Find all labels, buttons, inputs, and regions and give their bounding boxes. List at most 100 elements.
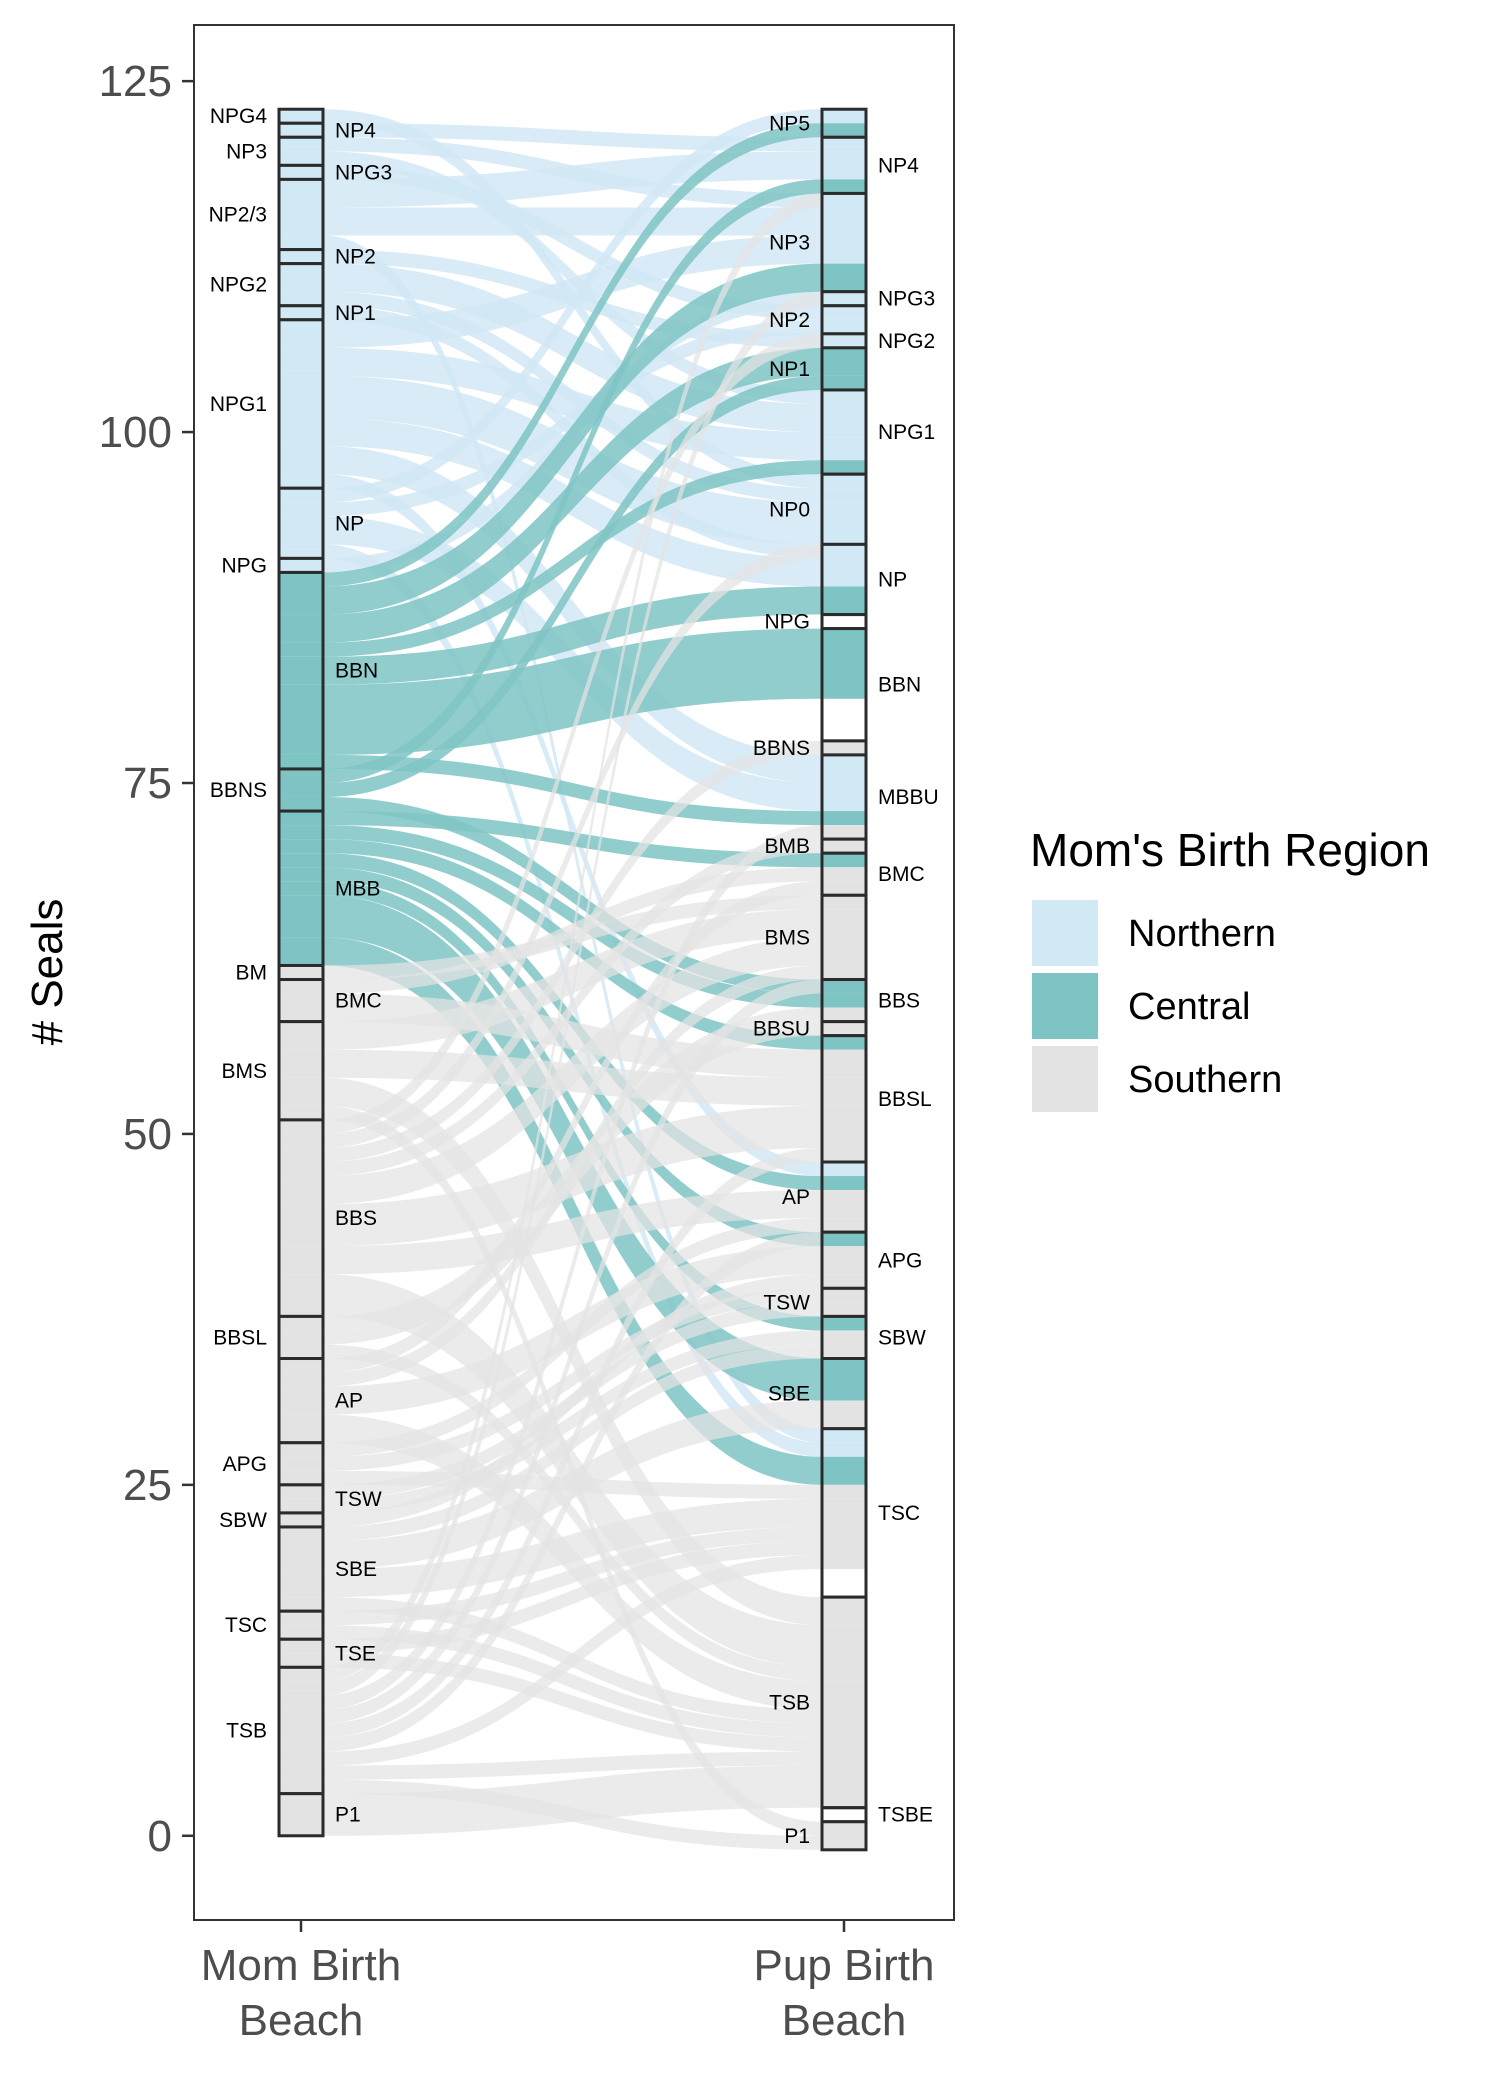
left-stratum-fill — [279, 1119, 323, 1134]
left-stratum-fill — [279, 305, 323, 320]
right-stratum-fill — [822, 558, 866, 587]
left-stratum-fill — [279, 1611, 323, 1626]
right-stratum-fill — [822, 754, 866, 783]
right-stratum-label: NP0 — [769, 498, 810, 521]
left-stratum-label: NPG2 — [210, 274, 267, 297]
left-stratum-fill — [279, 1484, 323, 1499]
right-stratum-fill — [822, 937, 866, 966]
right-stratum-fill — [822, 881, 866, 896]
left-stratum-fill — [279, 586, 323, 615]
right-stratum-label: TSW — [763, 1291, 810, 1314]
left-stratum-fill — [279, 109, 323, 124]
left-stratum-fill — [279, 151, 323, 166]
flow-NP-to-NP2 — [323, 319, 822, 517]
left-stratum-fill — [279, 1681, 323, 1696]
flow-SBE-to-TSC — [323, 1498, 822, 1598]
left-stratum-fill — [279, 656, 323, 685]
left-stratum-fill — [279, 263, 323, 292]
flow-MBB-to-SBW — [323, 881, 822, 1331]
flow-TSC-to-TSB — [323, 1625, 822, 1738]
left-stratum-fill — [279, 1470, 323, 1485]
legend-title: Mom's Birth Region — [1030, 824, 1430, 876]
right-stratum-fill — [822, 460, 866, 475]
right-stratum-fill — [822, 740, 866, 755]
right-stratum-fill — [822, 1344, 866, 1359]
right-stratum-fill — [822, 1821, 866, 1836]
flow-NPG1-to-AP — [323, 474, 822, 1177]
flow-BBS-to-BMB — [323, 839, 822, 1177]
left-stratum-fill — [279, 249, 323, 264]
left-stratum-fill — [279, 1358, 323, 1373]
left-stratum-fill — [279, 1653, 323, 1668]
right-stratum-fill — [822, 839, 866, 854]
right-stratum-fill — [822, 235, 866, 264]
left-stratum-label: NP1 — [335, 302, 376, 325]
left-stratum-fill — [279, 1372, 323, 1387]
right-stratum-fill — [822, 1765, 866, 1808]
flow-BBN-to-NP3 — [323, 263, 822, 615]
right-stratum-fill — [822, 811, 866, 826]
left-stratum-fill — [279, 1639, 323, 1654]
right-stratum-fill — [822, 628, 866, 699]
right-stratum-fill — [822, 1400, 866, 1429]
right-stratum-fill — [822, 1302, 866, 1317]
left-stratum-fill — [279, 544, 323, 559]
right-stratum-label: TSB — [769, 1691, 810, 1714]
left-stratum-fill — [279, 572, 323, 587]
flow-P1-to-TSB — [323, 1765, 822, 1836]
right-stratum-fill — [822, 1176, 866, 1191]
flow-TSB-to-TSB — [323, 1751, 822, 1780]
flow-TSB-to-AP — [323, 1232, 822, 1752]
right-stratum-fill — [822, 319, 866, 334]
right-stratum-label: BMB — [764, 835, 810, 858]
left-stratum-fill — [279, 165, 323, 180]
flow-BBNS-to-BBS — [323, 797, 822, 994]
left-stratum-fill — [279, 754, 323, 769]
flow-BBN-to-MBBU — [323, 754, 822, 826]
left-stratum-fill — [279, 881, 323, 896]
right-stratum-label: NP2 — [769, 309, 810, 332]
left-stratum-label: TSE — [335, 1642, 376, 1665]
right-stratum-fill — [822, 1274, 866, 1289]
right-stratum-fill — [822, 123, 866, 138]
x-tick-label-line1: Mom Birth — [201, 1941, 401, 1990]
right-stratum-fill — [822, 389, 866, 404]
left-stratum-fill — [279, 1625, 323, 1640]
left-stratum-fill — [279, 1105, 323, 1120]
flow-NPG1-to-MBBU — [323, 446, 822, 783]
left-stratum-fill — [279, 1316, 323, 1331]
right-stratum-fill — [822, 1751, 866, 1766]
left-stratum-fill — [279, 558, 323, 573]
left-stratum-fill — [279, 1695, 323, 1710]
right-stratum-fill — [822, 1246, 866, 1275]
right-stratum-fill — [822, 151, 866, 180]
right-stratum-fill — [822, 432, 866, 461]
flow-BBNS-to-NP4 — [323, 179, 822, 783]
left-stratum-fill — [279, 1512, 323, 1527]
flow-TSB-to-NP3 — [323, 291, 822, 1696]
left-stratum-fill — [279, 1737, 323, 1752]
left-stratum-fill — [279, 1133, 323, 1148]
left-stratum-fill — [279, 839, 323, 854]
flow-AP-to-BMC — [323, 881, 822, 1373]
right-stratum-label: NPG2 — [878, 330, 935, 353]
right-stratum-fill — [822, 979, 866, 994]
right-stratum-fill — [822, 965, 866, 980]
left-stratum-fill — [279, 347, 323, 376]
flow-NP3-to-NPG1 — [323, 151, 822, 404]
right-stratum-label: MBBU — [878, 786, 939, 809]
left-stratum-fill — [279, 123, 323, 138]
left-stratum-fill — [279, 1021, 323, 1050]
left-stratum-label: TSC — [225, 1614, 267, 1637]
left-stratum-P1 — [277, 1792, 325, 1838]
left-stratum-fill — [279, 1147, 323, 1162]
left-stratum-fill — [279, 993, 323, 1022]
left-stratum-fill — [279, 1723, 323, 1738]
flow-NP2/3-to-NP4 — [323, 151, 822, 208]
right-stratum-fill — [822, 1288, 866, 1303]
right-stratum-label: NP5 — [769, 112, 810, 135]
right-stratum-fill — [822, 137, 866, 152]
flow-BBN-to-BBN — [323, 628, 822, 755]
y-tick-label: 25 — [123, 1461, 172, 1510]
